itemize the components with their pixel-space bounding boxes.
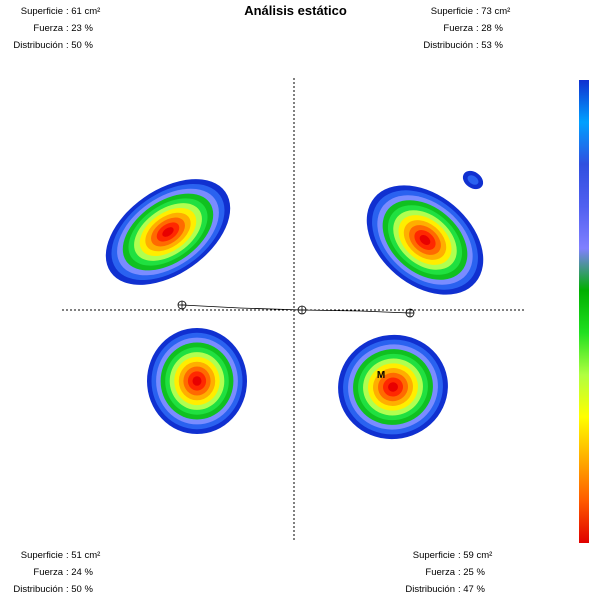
fuerza-label: Fuerza <box>33 567 63 578</box>
stats-top-right: Superficie: 73 cm² Fuerza: 28 % Distribu… <box>386 3 524 54</box>
blob-bottom-left <box>147 328 247 434</box>
fuerza-value: : 25 % <box>458 567 485 578</box>
superficie-value: : 59 cm² <box>458 550 493 561</box>
cop-marker-right <box>405 308 415 318</box>
balance-line-right <box>301 309 411 314</box>
distribucion-label: Distribución <box>13 40 63 51</box>
fuerza-value: : 28 % <box>476 23 503 34</box>
peak-marker-label: M <box>377 370 385 381</box>
superficie-label: Superficie <box>430 6 473 17</box>
fuerza-value: : 23 % <box>66 23 93 34</box>
fuerza-label: Fuerza <box>443 23 473 34</box>
superficie-label: Superficie <box>412 550 455 561</box>
distribucion-value: : 50 % <box>66 40 93 51</box>
blob-bottom-right <box>338 334 448 440</box>
distribucion-value: : 50 % <box>66 584 93 595</box>
distribucion-value: : 53 % <box>476 40 503 51</box>
stats-bottom-right: Superficie: 59 cm² Fuerza: 25 % Distribu… <box>370 547 506 598</box>
color-scale-bar <box>579 80 589 543</box>
stats-bottom-left: Superficie: 51 cm² Fuerza: 24 % Distribu… <box>0 547 114 598</box>
balance-line-left <box>181 304 303 311</box>
page-title: Análisis estático <box>244 3 347 18</box>
superficie-value: : 61 cm² <box>66 6 101 17</box>
distribucion-label: Distribución <box>405 584 455 595</box>
distribucion-label: Distribución <box>423 40 473 51</box>
superficie-label: Superficie <box>20 6 63 17</box>
fuerza-label: Fuerza <box>33 23 63 34</box>
stats-top-left: Superficie: 61 cm² Fuerza: 23 % Distribu… <box>0 3 114 54</box>
cop-marker-left <box>177 300 187 310</box>
superficie-value: : 51 cm² <box>66 550 101 561</box>
distribucion-label: Distribución <box>13 584 63 595</box>
fuerza-label: Fuerza <box>425 567 455 578</box>
blob-top-right <box>366 170 484 295</box>
superficie-label: Superficie <box>20 550 63 561</box>
cop-marker-center <box>297 305 307 315</box>
fuerza-value: : 24 % <box>66 567 93 578</box>
superficie-value: : 73 cm² <box>476 6 511 17</box>
distribucion-value: : 47 % <box>458 584 485 595</box>
blob-top-left <box>105 179 231 285</box>
